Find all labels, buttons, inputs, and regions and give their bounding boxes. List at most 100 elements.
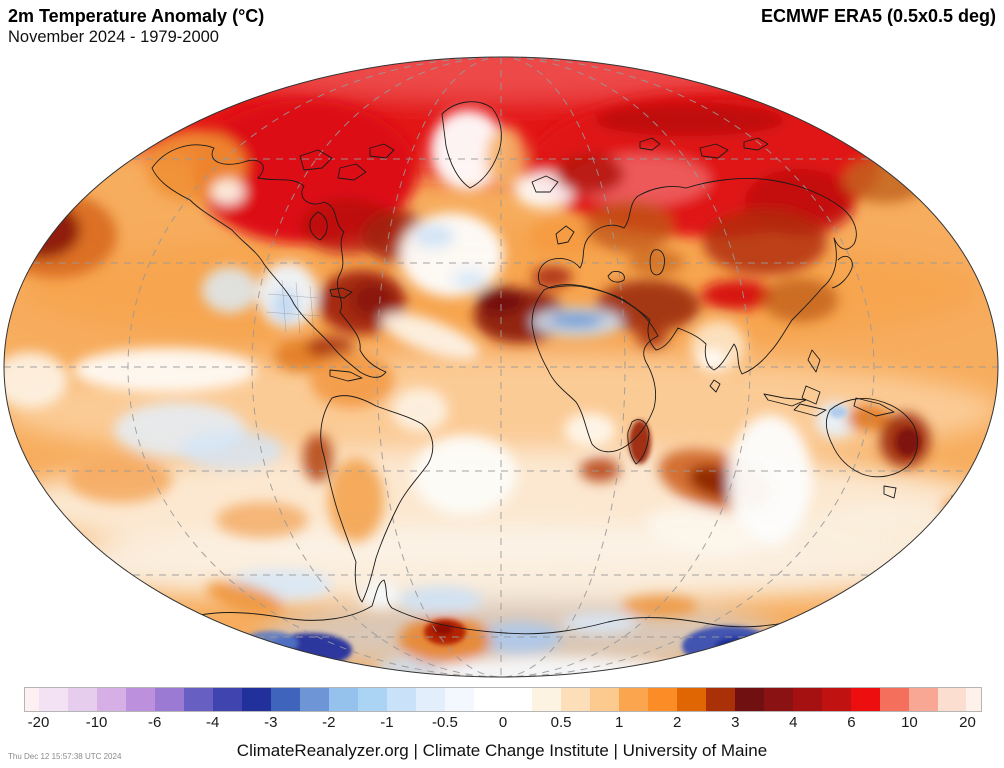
anomaly-blob — [306, 336, 354, 358]
anomaly-blob — [398, 586, 482, 614]
coast-eurasia — [538, 178, 857, 375]
colorbar-cell — [879, 688, 909, 711]
generation-timestamp: Thu Dec 12 15:57:38 UTC 2024 — [8, 752, 122, 761]
anomaly-blob — [68, 457, 172, 503]
anomaly-blob — [728, 415, 812, 545]
anomaly-blob — [564, 413, 616, 447]
colorbar-cell — [126, 688, 156, 711]
map-outline — [3, 56, 999, 678]
dataset-label: ECMWF ERA5 (0.5x0.5 deg) — [760, 6, 996, 26]
coast-cuba — [329, 369, 363, 382]
anomaly-blob — [180, 430, 284, 470]
anomaly-blob — [400, 213, 504, 297]
colorbar-cell — [792, 688, 822, 711]
coastlines — [151, 101, 971, 635]
colorbar-tick-label: 0.5 — [550, 714, 572, 731]
anomaly-blob — [435, 656, 685, 677]
anomaly-blob — [216, 502, 308, 538]
coast-indonesia — [763, 385, 895, 417]
colorbar-tick-label: 2 — [673, 714, 682, 731]
anomaly-blob — [551, 312, 603, 328]
colorbar-tick-label: -6 — [147, 714, 162, 731]
anomaly-blob — [4, 202, 80, 258]
colorbar-cell — [589, 688, 619, 711]
anomaly-blob — [4, 352, 68, 408]
colorbar-cell — [763, 688, 793, 711]
colorbar-tick-label: -4 — [206, 714, 220, 731]
colorbar-cell — [39, 688, 69, 711]
anomaly-blob — [303, 434, 333, 482]
colorbar-cell — [213, 688, 243, 711]
anomaly-blob — [762, 278, 838, 322]
anomaly-blob — [486, 126, 526, 190]
colorbar-tick-label: -2 — [322, 714, 336, 731]
anomaly-blob — [701, 280, 773, 310]
coast-hudson-bay — [309, 211, 328, 241]
anomaly-blob — [478, 622, 562, 654]
anomaly-blob — [528, 216, 604, 256]
colorbar-cell — [618, 688, 648, 711]
anomaly-blob — [636, 328, 668, 348]
anomaly-blob — [580, 458, 620, 482]
anomaly-blob — [211, 179, 245, 205]
colorbar-cell — [647, 688, 677, 711]
colorbar-tick-label: 3 — [731, 714, 740, 731]
map-svg — [3, 56, 999, 678]
colorbar-cell — [676, 688, 706, 711]
coast-philippines — [807, 349, 821, 373]
colorbar-cell — [329, 688, 359, 711]
coast-australia — [825, 398, 918, 478]
anomaly-blob — [532, 266, 572, 288]
coast-north-america — [151, 144, 387, 378]
anomaly-blob — [476, 286, 524, 314]
colorbar-cell — [850, 688, 880, 711]
colorbar-cell — [25, 688, 40, 711]
colorbar-cell — [908, 688, 938, 711]
anomaly-blob — [645, 508, 755, 556]
colorbar-cell — [474, 688, 503, 711]
coast-tasmania — [883, 485, 897, 499]
page-title: 2m Temperature Anomaly (°C) — [8, 6, 265, 26]
anomaly-blob — [896, 428, 920, 456]
coast-greenland — [441, 101, 502, 189]
coast-madagascar — [627, 419, 650, 465]
page-subtitle: November 2024 - 1979-2000 — [8, 28, 219, 46]
anomaly-blob — [271, 289, 299, 323]
anomaly-blob — [413, 435, 517, 515]
coast-arctic-islands — [299, 143, 395, 181]
anomaly-blob — [629, 420, 651, 464]
colorbar-cell — [937, 688, 967, 711]
colorbar-cell — [734, 688, 764, 711]
anomaly-blob — [595, 104, 785, 136]
map-clipped-content — [4, 57, 998, 677]
colorbar-tick-label: 1 — [614, 714, 624, 731]
coast-south-america — [320, 395, 434, 603]
colorbar-cell — [705, 688, 735, 711]
colorbar-tick-label: -0.5 — [432, 714, 458, 731]
colorbar-tick-labels: -20 -10 -6 -4 -3 -2 -1 -0.5 0 0.5 1 2 3 4 6 10 20 — [24, 714, 982, 734]
anomaly-blob — [622, 595, 698, 617]
footer-credit: ClimateReanalyzer.org | Climate Change I… — [236, 741, 768, 760]
coast-great-lakes — [329, 287, 353, 299]
colorbar-tick-label: 4 — [789, 714, 798, 731]
colorbar-tick-label: 6 — [847, 714, 856, 731]
anomaly-blob — [586, 200, 674, 252]
anomaly-blob — [829, 406, 847, 418]
colorbar-cell — [502, 688, 532, 711]
anomaly-blob — [430, 110, 506, 190]
coast-antarctica — [174, 579, 813, 635]
coast-black-sea — [607, 271, 625, 283]
colorbar-tick-label: -3 — [264, 714, 278, 731]
colorbar-tick-label: 10 — [901, 714, 918, 731]
colorbar-cell — [821, 688, 851, 711]
anomaly-field-regional — [4, 93, 974, 677]
colorbar-cell — [531, 688, 561, 711]
anomaly-blob — [805, 502, 955, 558]
colorbar-cell — [416, 688, 446, 711]
colorbar-cell — [242, 688, 272, 711]
colorbar-cell — [155, 688, 185, 711]
coast-japan — [831, 255, 853, 289]
anomaly-blob — [360, 581, 400, 609]
anomaly-blob — [414, 224, 454, 248]
